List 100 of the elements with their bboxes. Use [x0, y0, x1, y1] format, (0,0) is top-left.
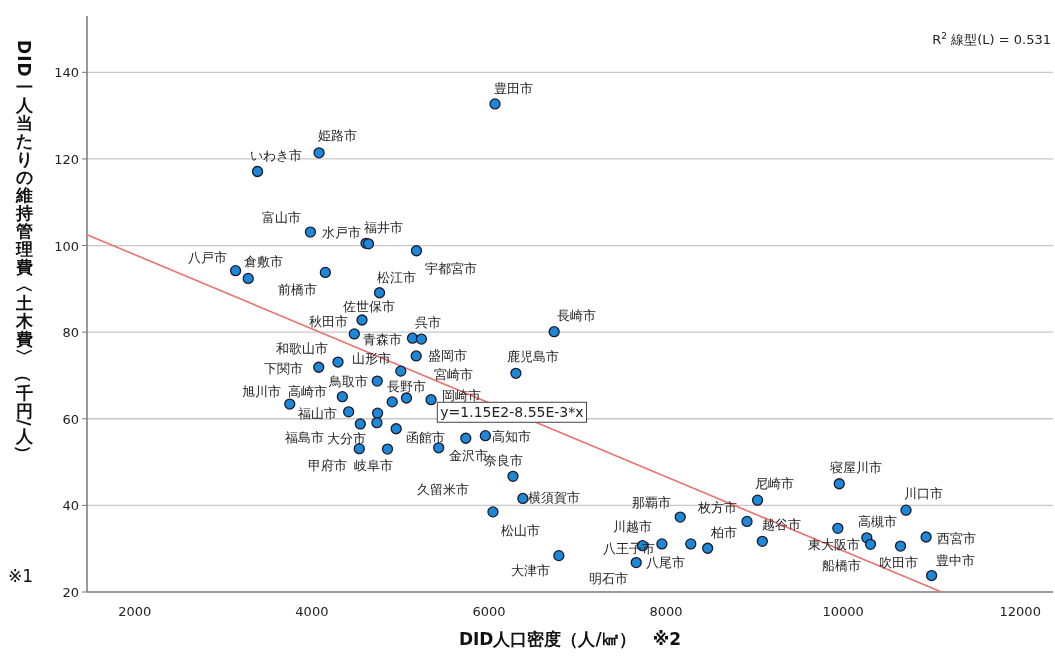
- annotation: 八尾市: [645, 554, 685, 570]
- annotation: 大津市: [511, 562, 551, 578]
- annotation: 那覇市: [631, 495, 671, 511]
- annotation: 川口市: [903, 486, 943, 502]
- annotation: 豊田市: [493, 80, 533, 96]
- point: [833, 478, 845, 490]
- annotation: 大分市: [327, 430, 367, 446]
- point: [336, 391, 349, 403]
- ytick: 140: [54, 65, 79, 81]
- annotation: y=1.15E2-8.55E-3*x: [440, 404, 584, 421]
- point: [656, 538, 668, 550]
- annotation: 豊中市: [936, 552, 976, 568]
- annotation: 佐世保市: [343, 299, 395, 314]
- point: [348, 328, 360, 340]
- ytick: 120: [54, 151, 79, 167]
- point: [319, 266, 332, 279]
- annotation: 松山市: [501, 522, 541, 538]
- annotation: 前橋市: [277, 282, 317, 298]
- annotation: 水戸市: [321, 225, 361, 241]
- annotation: 西宮市: [936, 531, 976, 546]
- point: [832, 522, 844, 534]
- point: [685, 538, 697, 550]
- annotation: 横須賀市: [527, 490, 580, 506]
- annotation: 甲府市: [307, 457, 347, 473]
- point: [284, 398, 296, 410]
- point: [400, 392, 413, 404]
- annotation: 盛岡市: [427, 347, 467, 363]
- xtick: 6000: [472, 604, 506, 619]
- annotation: 久留米市: [416, 481, 469, 497]
- annotation: 富山市: [261, 210, 301, 226]
- annotation: 寝屋川市: [830, 459, 883, 475]
- annotation: 秋田市: [308, 314, 348, 329]
- annotation: 函館市: [405, 429, 445, 445]
- point: [304, 226, 317, 238]
- annotation: 福山市: [298, 405, 338, 421]
- point: [332, 356, 344, 368]
- point: [386, 396, 398, 408]
- point: [395, 365, 407, 377]
- point: [553, 549, 565, 562]
- point: [373, 287, 386, 299]
- annotation: 福島市: [284, 429, 324, 445]
- annotation: 明石市: [588, 570, 628, 586]
- point: [756, 535, 768, 547]
- point: [251, 165, 264, 178]
- annotation: 尼崎市: [755, 476, 795, 492]
- annotation: 鹿児島市: [506, 349, 559, 365]
- point: [920, 531, 932, 543]
- point: [925, 569, 938, 582]
- ytick: 20: [62, 585, 79, 600]
- xtick: 4000: [295, 604, 329, 619]
- point: [517, 492, 529, 505]
- point: [630, 556, 642, 569]
- point: [342, 406, 355, 418]
- annotation: 高知市: [491, 428, 531, 444]
- point: [313, 147, 325, 159]
- annotation: 倉敷市: [243, 254, 283, 270]
- point: [425, 394, 437, 406]
- annotation: いわき市: [249, 148, 302, 164]
- point: [900, 504, 912, 516]
- point: [510, 367, 522, 379]
- annotation: 下関市: [264, 361, 304, 377]
- xtick: 12000: [999, 604, 1041, 619]
- point: [489, 98, 501, 110]
- point: [229, 265, 242, 277]
- annotation: 鳥取市: [328, 374, 368, 390]
- annotation: 船橋市: [822, 558, 861, 574]
- point: [548, 326, 560, 338]
- annotation: 長野市: [386, 379, 426, 394]
- ylabel: DID一人当たりの維持管理費〈土木費〉（千円/人）: [14, 40, 34, 462]
- annotation: 柏市: [710, 525, 737, 541]
- point: [674, 511, 686, 523]
- annotation: 姫路市: [317, 127, 357, 143]
- point: [415, 333, 428, 345]
- point: [479, 430, 491, 442]
- annotation: 松江市: [377, 269, 417, 285]
- annotation: 高槻市: [858, 513, 898, 529]
- xtick: 10000: [822, 604, 864, 619]
- annotation: ※1: [8, 566, 34, 586]
- point: [410, 245, 423, 257]
- annotation: 高崎市: [287, 383, 327, 399]
- annotation: 川越市: [613, 518, 653, 534]
- point: [507, 470, 519, 483]
- point: [354, 418, 366, 430]
- point: [381, 443, 394, 455]
- point: [410, 350, 422, 362]
- annotation: 宇都宮市: [425, 260, 478, 276]
- xtick: 8000: [649, 604, 683, 619]
- annotation: 長崎市: [556, 307, 596, 323]
- annotation: 枚方市: [698, 500, 738, 516]
- ytick: 40: [62, 498, 79, 514]
- annotation: 和歌山市: [276, 341, 328, 357]
- xtick: 2000: [118, 604, 152, 619]
- ytick: 60: [62, 411, 79, 427]
- annotation: 宮崎市: [434, 367, 474, 383]
- annotation: 呉市: [415, 315, 442, 331]
- annotation: 八戸市: [188, 249, 228, 265]
- annotation: 福井市: [364, 220, 404, 236]
- annotation: 岐阜市: [354, 458, 393, 474]
- point: [371, 417, 383, 429]
- point: [460, 432, 472, 444]
